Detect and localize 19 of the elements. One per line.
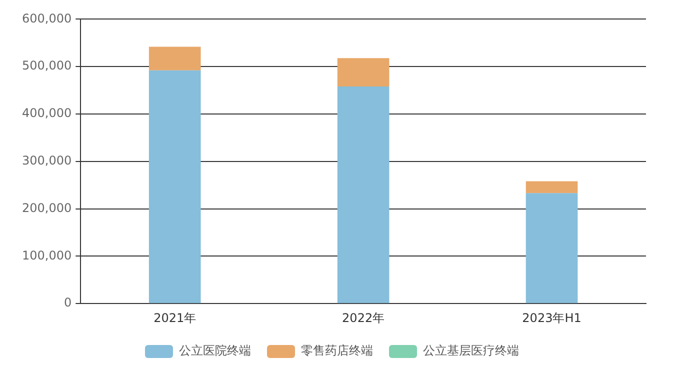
y-tick-label: 100,000 xyxy=(22,248,72,262)
y-tick-label: 300,000 xyxy=(22,154,72,168)
bar xyxy=(148,46,201,70)
y-tick-label: 200,000 xyxy=(22,200,72,215)
y-tick-label: 400,000 xyxy=(22,106,72,120)
x-tick-label: 2021年 xyxy=(154,310,196,325)
y-tick-label: 0 xyxy=(64,296,72,310)
x-tick-label: 2022年 xyxy=(342,310,385,325)
legend-label: 公立医院终端 xyxy=(179,344,251,358)
bar xyxy=(526,193,578,304)
legend-label: 公立基层医疗终端 xyxy=(423,344,519,358)
y-tick-label: 500,000 xyxy=(22,58,72,73)
bar xyxy=(148,70,201,304)
y-tick-label: 600,000 xyxy=(22,11,72,26)
bar xyxy=(337,86,390,304)
x-tick-label: 2023年H1 xyxy=(522,310,582,325)
legend-label: 零售药店终端 xyxy=(301,344,373,358)
bar xyxy=(337,58,390,87)
bar xyxy=(526,181,578,194)
